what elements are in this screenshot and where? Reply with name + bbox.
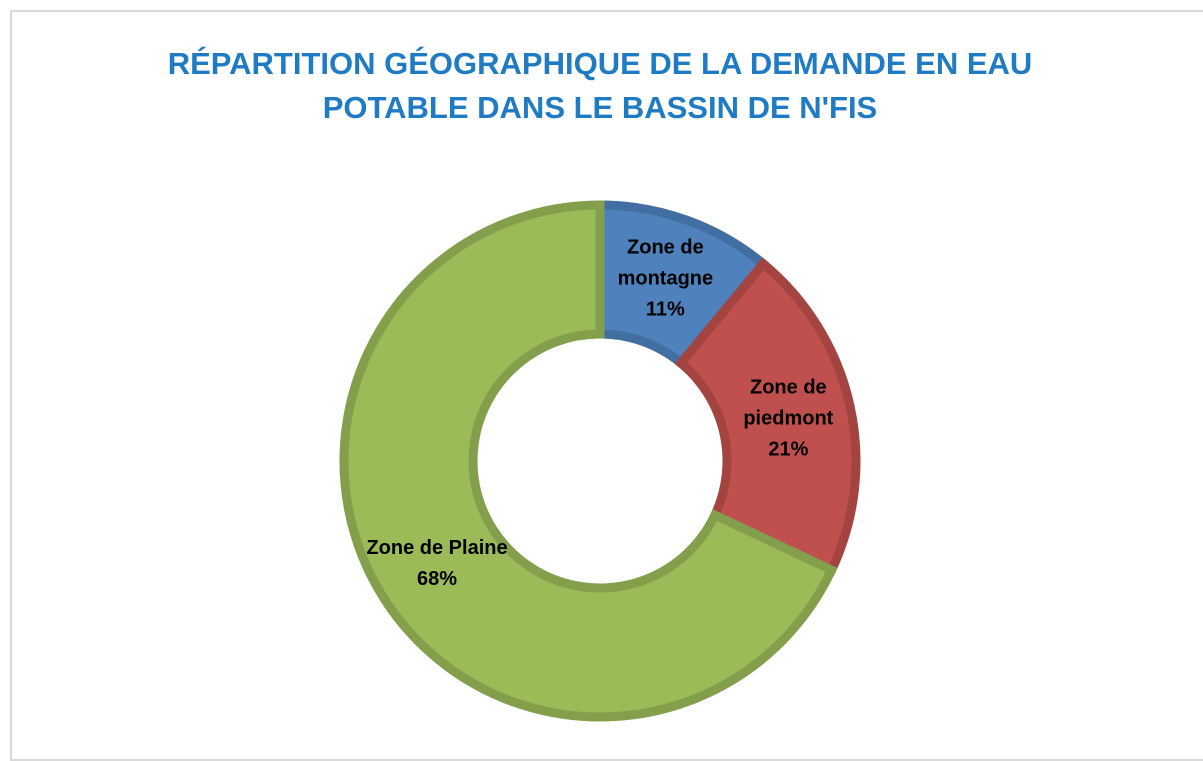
donut-segment: [674, 257, 861, 576]
chart-title: RÉPARTITION GÉOGRAPHIQUE DE LA DEMANDE E…: [167, 46, 1033, 125]
category-label: Zone de montagne: [617, 236, 714, 290]
data-label: Zone de Plaine 68%: [352, 533, 522, 595]
value-label: 21%: [768, 438, 809, 461]
donut-segment: [339, 200, 838, 722]
value-label: 68%: [417, 568, 458, 591]
data-label: Zone de piedmont 21%: [703, 372, 873, 465]
category-label: Zone de piedmont: [743, 376, 834, 430]
value-label: 11%: [645, 298, 685, 321]
data-label: Zone de montagne 11%: [580, 233, 750, 326]
category-label: Zone de Plaine: [366, 537, 508, 560]
